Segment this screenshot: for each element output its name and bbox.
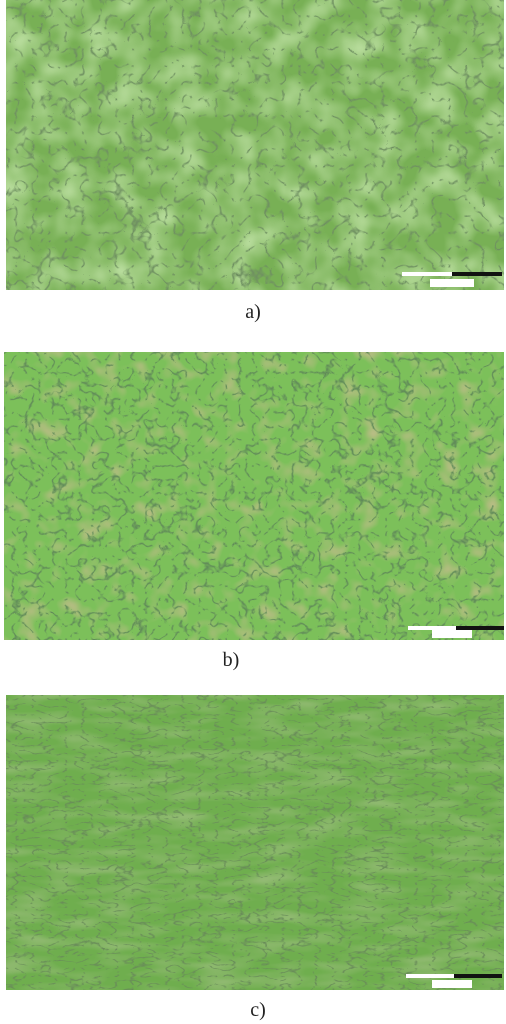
micrograph-a [6, 0, 504, 290]
panel-label: b) [223, 649, 240, 671]
micrograph-b [4, 352, 504, 640]
panel-label: c) [250, 999, 266, 1021]
panel-label: a) [245, 301, 261, 323]
figure: a) b) c) [0, 0, 506, 1024]
page: a) b) c) (() => { const data = JSON.pars… [0, 0, 506, 1024]
micrograph-c [6, 695, 504, 990]
